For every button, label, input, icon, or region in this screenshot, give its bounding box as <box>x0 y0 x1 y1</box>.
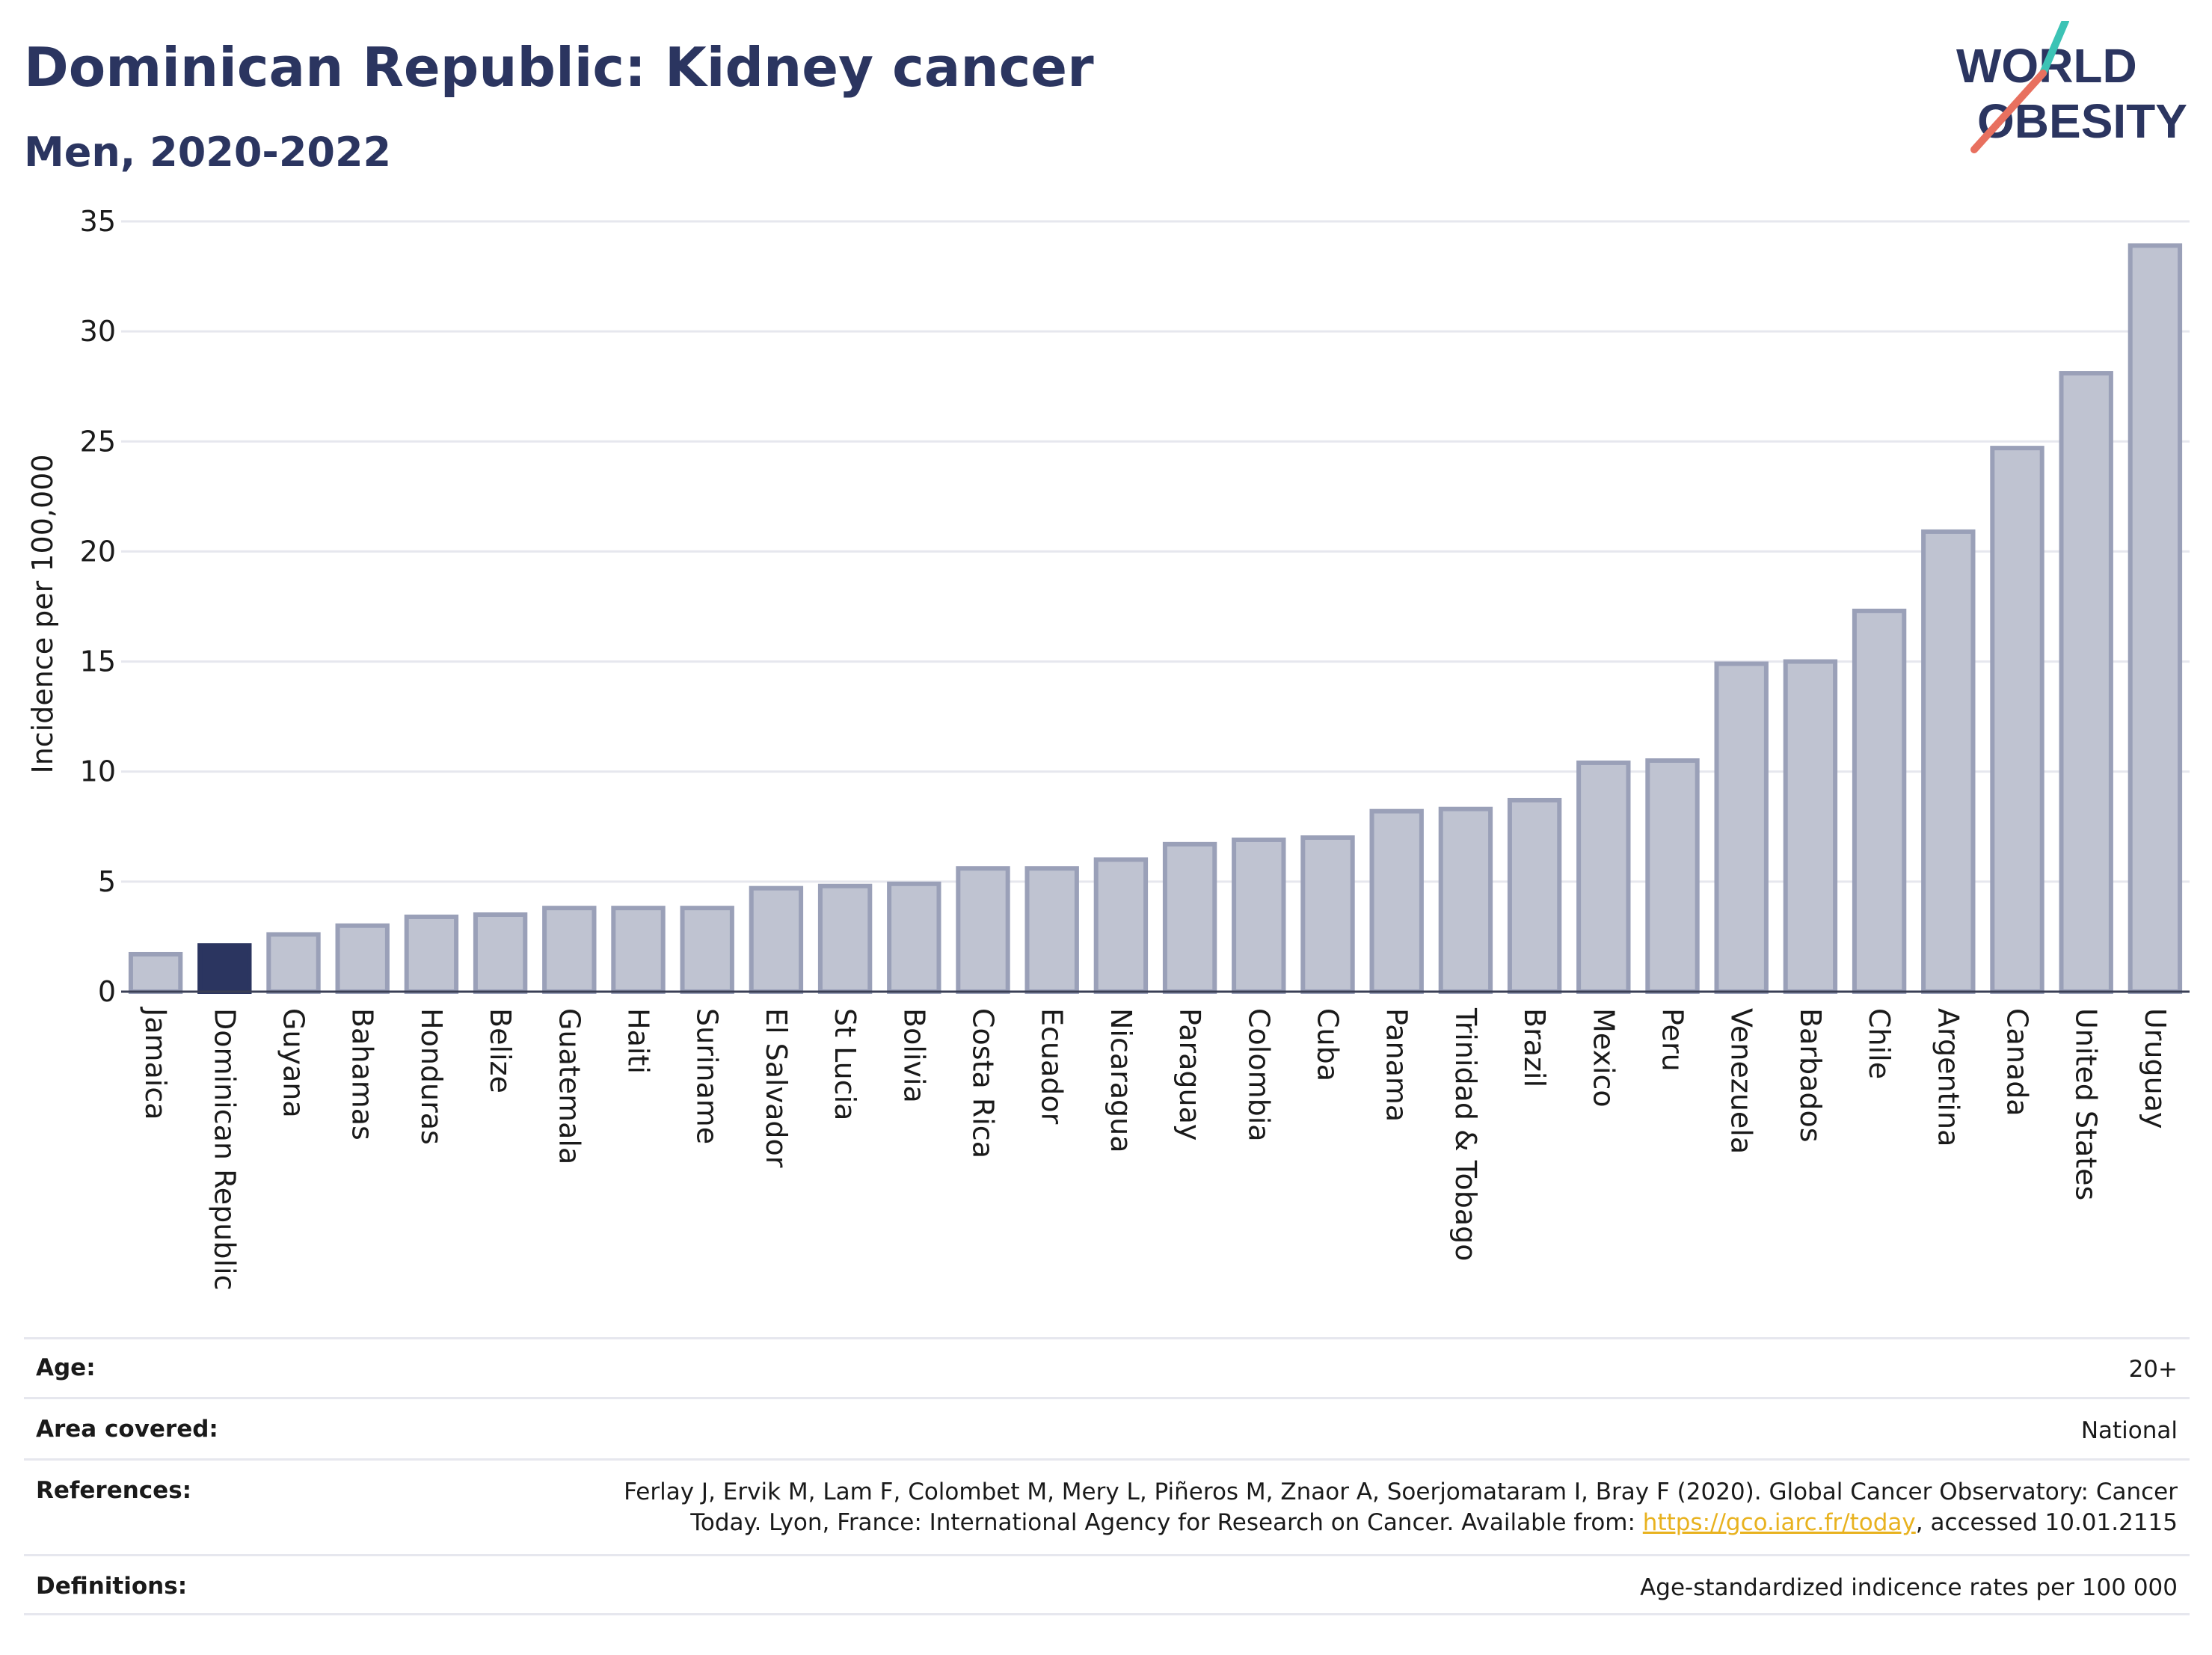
x-tick-label: Haiti <box>622 1008 655 1074</box>
world-obesity-logo: WORLD OBESITY <box>1956 21 2187 153</box>
bar-costa-rica <box>956 866 1010 994</box>
y-tick-label: 10 <box>80 755 116 788</box>
bar-bolivia <box>887 881 941 995</box>
bar-nicaragua <box>1093 857 1149 995</box>
bar-peru <box>1645 758 1700 994</box>
chart-subtitle: Men, 2020-2022 <box>24 129 392 176</box>
logo-slash-teal <box>2039 21 2069 77</box>
references-line-2-post: , accessed 10.01.2115 <box>1915 1509 2178 1536</box>
bar-jamaica <box>128 951 183 995</box>
x-tick-label: Brazil <box>1518 1008 1551 1087</box>
bar-panama <box>1369 808 1424 994</box>
x-tick-label: Belize <box>484 1008 517 1093</box>
bar-brazil <box>1507 797 1562 994</box>
bar-uruguay <box>2127 243 2183 995</box>
x-tick-label: Chile <box>1863 1008 1896 1079</box>
x-tick-label: Ecuador <box>1036 1008 1069 1125</box>
x-tick-label: Paraguay <box>1173 1008 1206 1140</box>
bar-ecuador <box>1024 866 1079 994</box>
bar-belize <box>473 912 528 994</box>
chart-title: Dominican Republic: Kidney cancer <box>24 36 1094 99</box>
references-label: References: <box>36 1477 192 1504</box>
bar-honduras <box>404 914 459 995</box>
bar-guatemala <box>542 906 597 994</box>
bar-bahamas <box>335 923 390 994</box>
y-tick-label: 15 <box>80 645 116 678</box>
x-tick-label: United States <box>2070 1008 2103 1200</box>
y-tick-label: 25 <box>80 425 116 458</box>
x-tick-label: Bahamas <box>346 1008 379 1140</box>
bar-venezuela <box>1714 661 1769 994</box>
x-tick-label: Dominican Republic <box>208 1008 241 1290</box>
x-tick-label: Jamaica <box>139 1007 172 1120</box>
y-tick-label: 30 <box>80 315 116 348</box>
info-row-age: Age: 20+ <box>24 1337 2190 1397</box>
y-tick-label: 20 <box>80 535 116 568</box>
definitions-label: Definitions: <box>36 1573 188 1600</box>
age-label: Age: <box>36 1354 96 1381</box>
bar-colombia <box>1232 837 1286 995</box>
x-tick-label: Nicaragua <box>1105 1008 1137 1153</box>
bar-chart: 0 5 10 15 20 25 30 35 Jamaica Dominican Republic… <box>26 205 2190 1290</box>
bar-mexico <box>1576 760 1631 994</box>
y-tick-label: 0 <box>98 975 116 1008</box>
x-tick-label: Trinidad & Tobago <box>1449 1007 1482 1262</box>
definitions-value: Age-standardized indicence rates per 100… <box>1640 1574 2178 1601</box>
x-tick-label: Bolivia <box>897 1008 930 1103</box>
y-tick-label: 5 <box>98 865 116 898</box>
x-tick-label: Venezuela <box>1725 1008 1758 1154</box>
x-tick-label: El Salvador <box>760 1008 793 1168</box>
bars <box>128 243 2183 995</box>
references-line-2-pre: Today. Lyon, France: International Agenc… <box>690 1509 1643 1536</box>
bar-suriname <box>680 906 734 994</box>
x-axis-labels: Jamaica Dominican Republic Guyana Bahamas Ho… <box>139 1007 2172 1290</box>
info-row-area: Area covered: National <box>24 1397 2190 1458</box>
bar-cuba <box>1300 835 1355 994</box>
age-value: 20+ <box>2128 1356 2178 1383</box>
bar-haiti <box>611 906 666 994</box>
x-tick-label: Suriname <box>691 1008 724 1144</box>
bar-barbados <box>1783 659 1838 994</box>
bar-st-lucia <box>817 883 873 994</box>
bar-guyana <box>266 932 321 994</box>
x-tick-label: Costa Rica <box>967 1008 1000 1158</box>
x-tick-label: Peru <box>1656 1008 1689 1072</box>
references-link[interactable]: https://gco.iarc.fr/today <box>1642 1509 1916 1536</box>
x-tick-label: Mexico <box>1587 1008 1620 1108</box>
area-label: Area covered: <box>36 1416 218 1443</box>
references-line-1: Ferlay J, Ervik M, Lam F, Colombet M, Me… <box>624 1479 2178 1505</box>
bar-united-states <box>2059 371 2113 994</box>
y-tick-label: 35 <box>80 205 116 238</box>
info-row-references: References: Ferlay J, Ervik M, Lam F, Co… <box>24 1458 2190 1554</box>
bar-chile <box>1852 608 1907 995</box>
x-tick-label: St Lucia <box>829 1008 861 1120</box>
y-axis-ticks: 0 5 10 15 20 25 30 35 <box>80 205 116 1008</box>
area-value: National <box>2080 1417 2178 1444</box>
x-tick-label: Barbados <box>1794 1008 1827 1143</box>
x-tick-label: Argentina <box>1932 1008 1964 1146</box>
x-tick-label: Canada <box>2001 1008 2034 1117</box>
x-tick-label: Honduras <box>415 1008 448 1145</box>
logo-slash-coral <box>1970 70 2047 153</box>
x-tick-label: Guatemala <box>553 1008 586 1164</box>
info-row-definitions: Definitions: Age-standardized indicence … <box>24 1554 2190 1615</box>
x-tick-label: Uruguay <box>2139 1008 2172 1129</box>
bar-el-salvador <box>749 885 804 994</box>
x-tick-label: Panama <box>1380 1008 1413 1122</box>
x-tick-label: Colombia <box>1242 1008 1275 1142</box>
bar-trinidad-tobago <box>1438 806 1493 994</box>
x-tick-label: Cuba <box>1312 1008 1345 1081</box>
references-value: Ferlay J, Ervik M, Lam F, Colombet M, Me… <box>624 1477 2178 1538</box>
grid-lines <box>121 220 2190 883</box>
bar-argentina <box>1921 529 1976 994</box>
x-tick-label: Guyana <box>277 1008 310 1118</box>
bar-canada <box>1990 446 2044 994</box>
bar-dominican-republic <box>197 943 252 994</box>
bar-paraguay <box>1162 841 1217 995</box>
info-table: Age: 20+ Area covered: National Referenc… <box>24 1337 2190 1615</box>
y-axis-label: Incidence per 100,000 <box>26 454 59 773</box>
